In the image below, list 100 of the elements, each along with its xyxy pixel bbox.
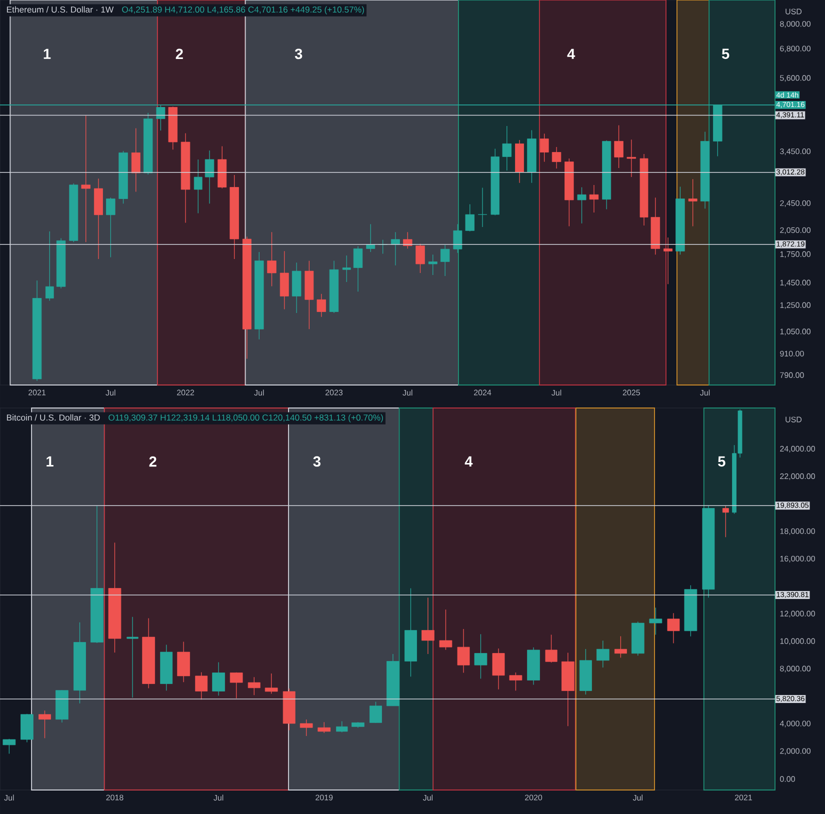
- candlestick: [194, 159, 202, 214]
- candlestick: [478, 187, 488, 228]
- band-label: 4: [567, 48, 576, 59]
- candlestick: [177, 641, 190, 682]
- candlestick: [316, 294, 326, 318]
- candlestick: [540, 133, 549, 162]
- y-tick-label: 2,000.00: [780, 748, 811, 755]
- candlestick: [126, 616, 138, 698]
- candlestick: [457, 628, 470, 674]
- candlestick: [552, 146, 562, 169]
- x-tick-label: Jul: [214, 794, 224, 801]
- y-tick-label: 1,050.00: [780, 328, 811, 336]
- y-axis-title: USD: [786, 416, 802, 422]
- band-label: 3: [294, 48, 302, 60]
- candlestick: [614, 636, 627, 658]
- candlestick: [45, 231, 54, 302]
- candlestick: [81, 115, 90, 242]
- text: Bitcoin / U.S. Dollar · 3D: [6, 414, 100, 421]
- candlestick: [428, 254, 438, 276]
- candlestick: [502, 126, 512, 171]
- x-tick-label: 2021: [734, 794, 752, 800]
- band-label: 5: [718, 456, 726, 467]
- y-tick-label: 22,000.00: [780, 473, 815, 480]
- candlestick: [390, 232, 400, 266]
- candlestick: [204, 150, 214, 204]
- candlestick: [688, 178, 698, 227]
- y-tick-label: 4,000.00: [780, 720, 811, 728]
- x-tick-label: 2021: [28, 390, 46, 396]
- x-tick-label: Jul: [4, 794, 14, 801]
- candlestick: [465, 204, 474, 232]
- candlestick: [300, 719, 313, 736]
- candlestick: [342, 255, 351, 282]
- candlestick: [596, 640, 610, 668]
- candlestick: [318, 722, 331, 734]
- x-tick-label: Jul: [254, 390, 264, 396]
- candlestick: [131, 128, 140, 192]
- band-label: 2: [149, 456, 156, 467]
- candlestick: [422, 597, 434, 654]
- y-tick-label: 910.00: [780, 350, 804, 356]
- x-tick-label: Jul: [552, 390, 562, 396]
- candlestick: [649, 607, 662, 636]
- candlestick: [492, 648, 505, 690]
- candlestick: [545, 634, 558, 663]
- y-tick-label: 5,600.00: [780, 75, 811, 82]
- x-tick-label: 2020: [524, 794, 542, 800]
- y-tick-label: 6,800.00: [780, 46, 811, 52]
- y-tick-label: 3,450.00: [780, 148, 811, 156]
- band-label: 5: [722, 48, 730, 59]
- y-tick-label: 1,450.00: [780, 280, 811, 286]
- band-label: 4: [464, 456, 473, 467]
- band-label: 1: [46, 456, 54, 467]
- x-tick-label: 2022: [177, 390, 194, 396]
- candlestick: [212, 662, 225, 696]
- candlestick: [264, 673, 278, 694]
- candlestick: [2, 738, 16, 754]
- candlestick: [440, 244, 450, 276]
- x-tick-label: 2024: [474, 390, 492, 396]
- candlestick: [626, 139, 636, 178]
- band-label: 2: [176, 48, 183, 59]
- candlestick: [614, 124, 624, 168]
- candlestick: [439, 609, 452, 650]
- y-tick-label: 790.00: [780, 372, 804, 378]
- candlestick: [664, 237, 672, 284]
- y-tick-label: 1,750.00: [780, 251, 811, 258]
- x-tick-label: 2023: [326, 390, 343, 396]
- y-tick-label: 8,000.00: [780, 21, 811, 28]
- candlestick: [248, 676, 260, 696]
- y-axis-title: USD: [786, 8, 802, 14]
- candlestick: [230, 672, 243, 699]
- candlestick: [453, 224, 462, 254]
- y-tick-label: 2,450.00: [780, 200, 811, 207]
- y-tick-label: 16,000.00: [780, 556, 815, 562]
- band-label: 3: [313, 456, 320, 467]
- text: Ethereum / U.S. Dollar · 1W: [6, 6, 114, 13]
- candlestick: [353, 246, 363, 292]
- candlestick: [280, 250, 289, 310]
- x-tick-label: Jul: [700, 390, 710, 396]
- y-tick-label: 0.00: [780, 776, 795, 782]
- x-tick-label: Jul: [402, 390, 412, 396]
- candlestick: [336, 720, 348, 733]
- text: O4,251.89 H4,712.00 L4,165.86 C4,701.16 +449.25 (+10.57%): [122, 6, 364, 14]
- candlestick: [474, 634, 488, 680]
- candlestick: [589, 184, 599, 213]
- x-tick-label: Jul: [632, 794, 642, 801]
- band-label: 1: [44, 48, 51, 59]
- candlestick: [509, 672, 522, 691]
- y-tick-label: 1,250.00: [780, 302, 811, 309]
- candlestick: [370, 701, 382, 724]
- candlestick: [38, 710, 51, 739]
- y-tick-label: 12,000.00: [780, 610, 815, 618]
- x-tick-label: 2018: [106, 794, 124, 800]
- x-tick-label: 2025: [622, 390, 640, 396]
- candlestick: [195, 672, 208, 700]
- text: O119,309.37 H122,319.14 L118,050.00 C120,140.50 +831.13 (+0.70%): [108, 414, 383, 422]
- y-tick-label: 24,000.00: [780, 446, 815, 453]
- candlestick: [416, 243, 425, 274]
- x-tick-label: Jul: [422, 794, 433, 801]
- y-tick-label: 10,000.00: [780, 638, 815, 645]
- candlestick: [577, 186, 586, 224]
- x-tick-label: Jul: [106, 390, 116, 396]
